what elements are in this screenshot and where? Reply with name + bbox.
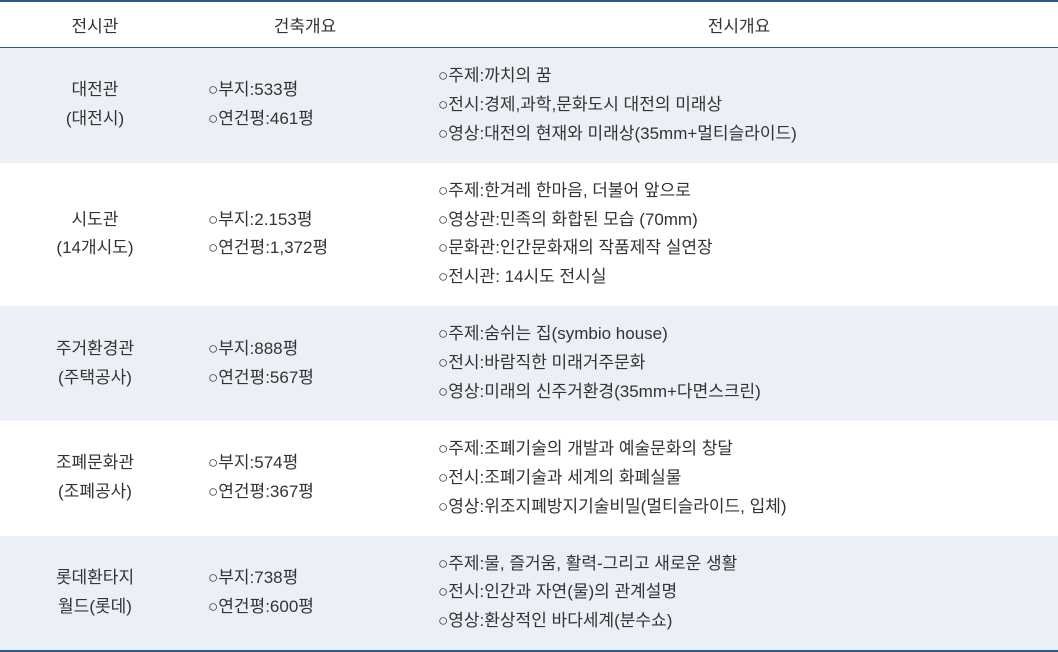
cell-exhibit: ○주제:까치의 꿈○전시:경제,과학,문화도시 대전의 미래상○영상:대전의 현…: [420, 48, 1058, 163]
cell-arch: ○부지:574평○연건평:367평: [190, 421, 420, 536]
exhibit-line: ○문화관:인간문화재의 작품제작 실연장: [438, 234, 1040, 263]
hall-name-line1: 시도관: [18, 206, 172, 235]
arch-line: ○부지:738평: [208, 564, 402, 593]
exhibit-line: ○영상:환상적인 바다세계(분수쇼): [438, 607, 1040, 636]
arch-line: ○부지:533평: [208, 76, 402, 105]
cell-hall-name: 조폐문화관(조폐공사): [0, 421, 190, 536]
exhibit-line: ○전시:인간과 자연(물)의 관계설명: [438, 578, 1040, 607]
exhibit-line: ○전시:바람직한 미래거주문화: [438, 349, 1040, 378]
hall-name-line2: (14개시도): [18, 234, 172, 263]
exhibit-line: ○영상:대전의 현재와 미래상(35mm+멀티슬라이드): [438, 120, 1040, 149]
exhibit-line: ○전시:경제,과학,문화도시 대전의 미래상: [438, 91, 1040, 120]
table-row: 롯데환타지월드(롯데)○부지:738평○연건평:600평○주제:물, 즐거움, …: [0, 536, 1058, 652]
exhibit-line: ○주제:한겨레 한마음, 더불어 앞으로: [438, 177, 1040, 206]
table-header-row: 전시관 건축개요 전시개요: [0, 1, 1058, 48]
exhibit-line: ○전시:조폐기술과 세계의 화폐실물: [438, 464, 1040, 493]
cell-exhibit: ○주제:숨쉬는 집(symbio house)○전시:바람직한 미래거주문화○영…: [420, 306, 1058, 421]
exhibit-line: ○영상관:민족의 화합된 모습 (70mm): [438, 206, 1040, 235]
arch-line: ○연건평:1,372평: [208, 234, 402, 263]
arch-line: ○연건평:461평: [208, 105, 402, 134]
table-row: 대전관(대전시)○부지:533평○연건평:461평○주제:까치의 꿈○전시:경제…: [0, 48, 1058, 163]
hall-name-line2: 월드(롯데): [18, 593, 172, 622]
hall-name-line1: 주거환경관: [18, 335, 172, 364]
col-header-hall: 전시관: [0, 1, 190, 48]
arch-line: ○부지:574평: [208, 449, 402, 478]
exhibit-line: ○주제:까치의 꿈: [438, 62, 1040, 91]
cell-hall-name: 롯데환타지월드(롯데): [0, 536, 190, 652]
cell-arch: ○부지:738평○연건평:600평: [190, 536, 420, 652]
col-header-arch: 건축개요: [190, 1, 420, 48]
exhibition-table: 전시관 건축개요 전시개요 대전관(대전시)○부지:533평○연건평:461평○…: [0, 0, 1058, 652]
hall-name-line1: 롯데환타지: [18, 564, 172, 593]
exhibit-line: ○영상:위조지폐방지기술비밀(멀티슬라이드, 입체): [438, 493, 1040, 522]
arch-line: ○부지:2.153평: [208, 206, 402, 235]
cell-exhibit: ○주제:조폐기술의 개발과 예술문화의 창달○전시:조폐기술과 세계의 화폐실물…: [420, 421, 1058, 536]
arch-line: ○연건평:600평: [208, 593, 402, 622]
hall-name-line2: (대전시): [18, 105, 172, 134]
table-body: 대전관(대전시)○부지:533평○연건평:461평○주제:까치의 꿈○전시:경제…: [0, 48, 1058, 652]
cell-hall-name: 시도관(14개시도): [0, 163, 190, 307]
table-row: 조폐문화관(조폐공사)○부지:574평○연건평:367평○주제:조폐기술의 개발…: [0, 421, 1058, 536]
cell-hall-name: 대전관(대전시): [0, 48, 190, 163]
exhibit-line: ○주제:물, 즐거움, 활력-그리고 새로운 생활: [438, 550, 1040, 579]
table-row: 주거환경관(주택공사)○부지:888평○연건평:567평○주제:숨쉬는 집(sy…: [0, 306, 1058, 421]
cell-hall-name: 주거환경관(주택공사): [0, 306, 190, 421]
cell-arch: ○부지:2.153평○연건평:1,372평: [190, 163, 420, 307]
exhibit-line: ○영상:미래의 신주거환경(35mm+다면스크린): [438, 378, 1040, 407]
table-row: 시도관(14개시도)○부지:2.153평○연건평:1,372평○주제:한겨레 한…: [0, 163, 1058, 307]
hall-name-line2: (조폐공사): [18, 478, 172, 507]
cell-exhibit: ○주제:물, 즐거움, 활력-그리고 새로운 생활○전시:인간과 자연(물)의 …: [420, 536, 1058, 652]
hall-name-line1: 대전관: [18, 76, 172, 105]
col-header-exhibit: 전시개요: [420, 1, 1058, 48]
cell-arch: ○부지:888평○연건평:567평: [190, 306, 420, 421]
exhibit-line: ○주제:조폐기술의 개발과 예술문화의 창달: [438, 435, 1040, 464]
exhibit-line: ○전시관: 14시도 전시실: [438, 263, 1040, 292]
hall-name-line2: (주택공사): [18, 364, 172, 393]
arch-line: ○연건평:367평: [208, 478, 402, 507]
cell-arch: ○부지:533평○연건평:461평: [190, 48, 420, 163]
arch-line: ○연건평:567평: [208, 364, 402, 393]
exhibit-line: ○주제:숨쉬는 집(symbio house): [438, 320, 1040, 349]
cell-exhibit: ○주제:한겨레 한마음, 더불어 앞으로○영상관:민족의 화합된 모습 (70m…: [420, 163, 1058, 307]
arch-line: ○부지:888평: [208, 335, 402, 364]
hall-name-line1: 조폐문화관: [18, 449, 172, 478]
